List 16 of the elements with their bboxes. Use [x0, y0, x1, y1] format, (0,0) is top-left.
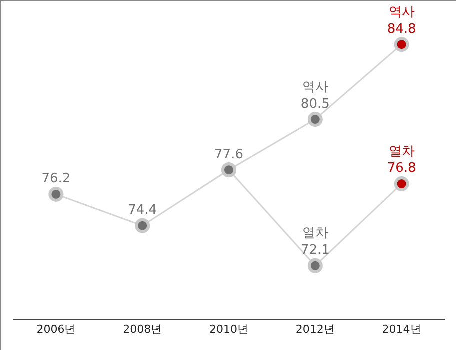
text: 역사: [388, 4, 415, 20]
x-tick-label: 2006년: [36, 323, 76, 336]
x-tick-label: 2008년: [123, 323, 162, 336]
text: 열차: [388, 144, 415, 160]
data-label: 72.1: [300, 243, 330, 258]
data-label: 77.6: [214, 147, 244, 162]
data-label: 76.2: [42, 172, 71, 187]
x-tick-label: 2012년: [296, 323, 335, 336]
data-label: 74.4: [128, 203, 158, 218]
x-tick-label: 2014년: [382, 323, 422, 336]
data-label: 76.8: [387, 161, 416, 176]
x-tick-label: 2010년: [210, 323, 248, 336]
data-label: 80.5: [300, 96, 330, 112]
data-label: 84.8: [387, 22, 416, 37]
series-label: 역사: [302, 80, 328, 95]
series-label: 열차: [302, 226, 328, 242]
